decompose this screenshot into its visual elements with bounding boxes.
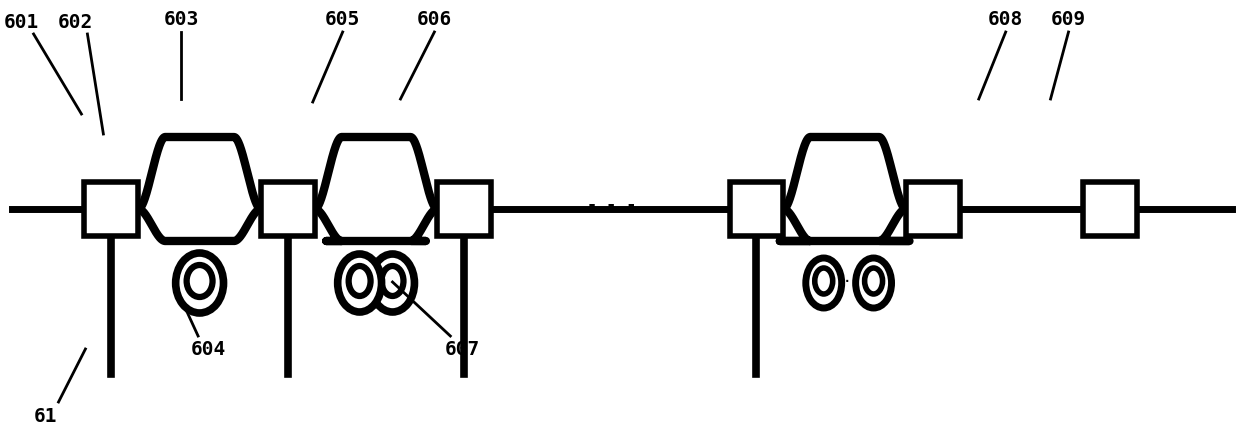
Text: 604: 604 bbox=[191, 340, 225, 358]
Text: 61: 61 bbox=[33, 407, 57, 425]
FancyBboxPatch shape bbox=[730, 182, 783, 236]
FancyBboxPatch shape bbox=[437, 182, 491, 236]
Ellipse shape bbox=[856, 258, 892, 308]
Ellipse shape bbox=[805, 258, 841, 308]
Text: 606: 606 bbox=[416, 9, 452, 28]
Text: 602: 602 bbox=[58, 12, 93, 32]
Ellipse shape bbox=[338, 254, 382, 312]
FancyBboxPatch shape bbox=[906, 182, 960, 236]
FancyBboxPatch shape bbox=[84, 182, 139, 236]
Text: 607: 607 bbox=[445, 340, 479, 358]
Text: 609: 609 bbox=[1051, 9, 1087, 28]
FancyBboxPatch shape bbox=[1083, 182, 1137, 236]
Ellipse shape bbox=[348, 266, 370, 296]
Text: 608: 608 bbox=[987, 9, 1023, 28]
Text: 601: 601 bbox=[4, 12, 40, 32]
Text: ···: ··· bbox=[836, 274, 859, 288]
Ellipse shape bbox=[865, 268, 882, 294]
Ellipse shape bbox=[815, 268, 833, 294]
Text: 605: 605 bbox=[325, 9, 361, 28]
FancyBboxPatch shape bbox=[261, 182, 315, 236]
Text: ···: ··· bbox=[581, 193, 642, 226]
Ellipse shape bbox=[187, 265, 213, 297]
Ellipse shape bbox=[176, 253, 223, 313]
Text: 603: 603 bbox=[164, 9, 198, 28]
Ellipse shape bbox=[370, 254, 415, 312]
Ellipse shape bbox=[382, 266, 404, 296]
